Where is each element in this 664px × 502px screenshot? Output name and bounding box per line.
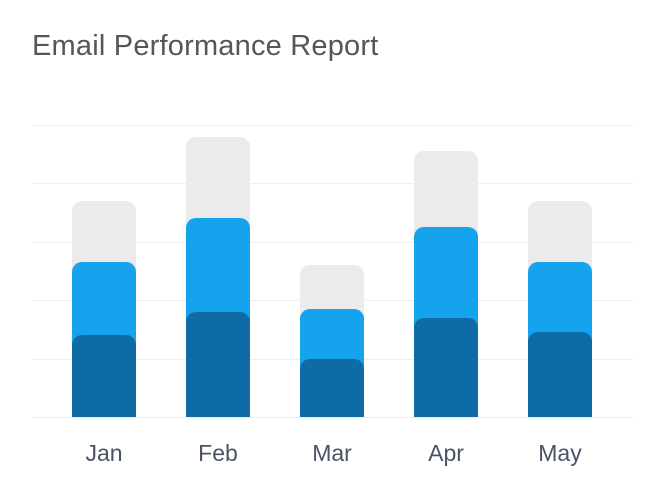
- x-axis-label-feb: Feb: [198, 440, 238, 466]
- gridline-5: [32, 417, 633, 418]
- gridline-1: [32, 183, 633, 185]
- x-axis-label-may: May: [538, 440, 582, 466]
- x-axis-label-jan: Jan: [85, 440, 123, 466]
- bar-may-dark-blue: [528, 332, 592, 417]
- bar-mar-dark-blue: [300, 359, 364, 417]
- x-axis-label-apr: Apr: [428, 440, 464, 466]
- page-title: Email Performance Report: [32, 30, 379, 62]
- bar-apr-dark-blue: [414, 318, 478, 417]
- bar-feb-dark-blue: [186, 312, 250, 417]
- gridline-0: [32, 125, 633, 126]
- gridline-2: [32, 241, 633, 243]
- x-axis-label-mar: Mar: [312, 440, 352, 466]
- bar-jan-dark-blue: [72, 335, 136, 417]
